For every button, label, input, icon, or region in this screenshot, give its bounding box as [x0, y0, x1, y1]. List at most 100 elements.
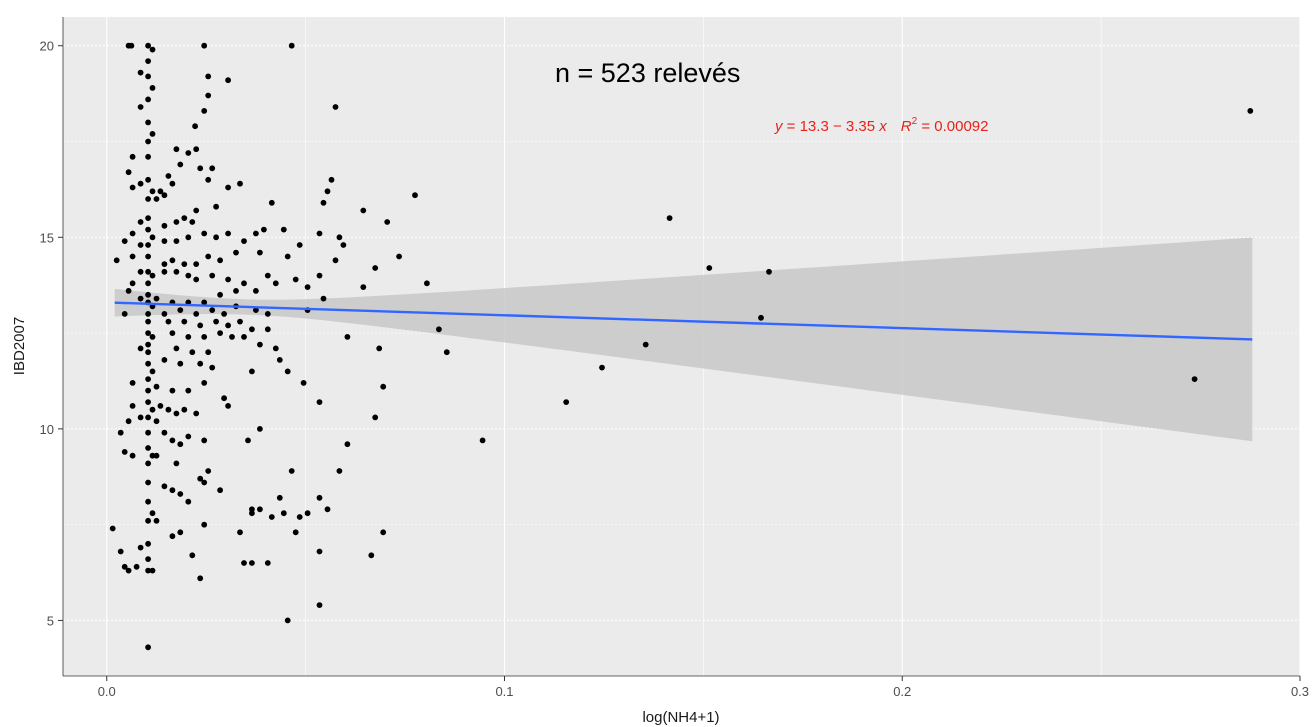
data-point	[149, 406, 156, 413]
data-point	[145, 42, 152, 49]
data-point	[221, 311, 228, 317]
data-point	[396, 253, 402, 260]
data-point	[257, 506, 263, 513]
data-point	[264, 311, 271, 317]
data-point	[181, 406, 188, 413]
data-point	[233, 288, 239, 294]
data-point	[149, 234, 156, 241]
data-point	[129, 184, 136, 191]
data-point	[145, 387, 152, 394]
data-point	[145, 376, 152, 382]
data-point	[145, 644, 152, 651]
data-point	[145, 119, 152, 126]
data-point	[145, 540, 152, 547]
data-point	[137, 414, 144, 421]
data-point	[137, 242, 144, 248]
data-point	[599, 364, 605, 371]
data-point	[125, 288, 132, 294]
data-point	[173, 410, 180, 417]
data-point	[225, 77, 232, 84]
data-point	[137, 544, 144, 551]
data-point	[145, 341, 152, 348]
data-point	[201, 299, 208, 306]
data-point	[241, 334, 247, 340]
data-point	[145, 242, 152, 248]
data-point	[185, 433, 192, 440]
data-point	[261, 226, 267, 233]
data-point	[316, 602, 323, 608]
data-point	[229, 334, 235, 340]
data-point	[217, 257, 224, 264]
data-point	[145, 73, 152, 80]
data-point	[324, 506, 331, 513]
data-point	[264, 326, 271, 333]
data-point	[173, 460, 180, 467]
data-point	[173, 219, 180, 225]
data-point	[189, 219, 196, 225]
data-point	[372, 414, 379, 421]
data-point	[193, 261, 200, 267]
equation-y: y	[774, 118, 784, 135]
data-point	[284, 617, 291, 624]
data-point	[109, 525, 116, 532]
data-point	[145, 58, 152, 64]
data-point	[177, 360, 184, 367]
data-point	[205, 349, 212, 356]
data-point	[181, 261, 188, 267]
data-point	[121, 238, 128, 245]
data-point	[145, 556, 152, 562]
data-point	[125, 567, 132, 574]
data-point	[225, 184, 232, 191]
data-point	[276, 494, 283, 501]
data-point	[169, 487, 176, 494]
data-point	[316, 399, 323, 405]
x-axis-title: log(NH4+1)	[642, 709, 719, 726]
data-point	[193, 410, 200, 417]
data-point	[169, 257, 176, 264]
data-point	[149, 272, 156, 279]
data-point	[121, 311, 128, 317]
data-point	[320, 295, 327, 302]
data-point	[149, 188, 156, 195]
x-tick-label: 0.3	[1291, 684, 1309, 699]
equation-r-value: = 0.00092	[917, 118, 988, 135]
data-point	[213, 234, 220, 241]
y-tick-label: 5	[47, 613, 54, 628]
data-point	[181, 318, 188, 325]
data-point	[161, 311, 168, 317]
data-point	[185, 498, 192, 505]
data-point	[479, 437, 486, 444]
data-point	[177, 491, 184, 497]
equation-body: = 13.3 − 3.35	[783, 118, 880, 135]
equation-r: R	[901, 118, 912, 135]
data-point	[129, 403, 136, 409]
data-point	[161, 261, 168, 267]
data-point	[205, 92, 212, 99]
data-point	[316, 230, 323, 237]
data-point	[249, 368, 255, 375]
data-point	[169, 533, 176, 540]
data-point	[213, 318, 220, 325]
data-point	[149, 510, 156, 517]
data-point	[177, 307, 184, 313]
data-point	[384, 219, 391, 225]
data-point	[284, 368, 291, 375]
data-point	[360, 207, 367, 214]
data-point	[336, 468, 343, 474]
data-point	[201, 334, 208, 340]
data-point	[153, 517, 160, 524]
data-point	[205, 176, 212, 183]
data-point	[149, 452, 156, 459]
data-point	[237, 529, 243, 536]
data-point	[137, 180, 144, 187]
data-point	[185, 234, 192, 241]
data-point	[241, 560, 247, 566]
data-point	[145, 479, 152, 486]
data-point	[137, 219, 144, 225]
data-point	[380, 529, 387, 536]
data-point	[129, 280, 136, 287]
data-point	[666, 215, 673, 222]
data-point	[253, 288, 259, 294]
data-point	[316, 548, 323, 555]
